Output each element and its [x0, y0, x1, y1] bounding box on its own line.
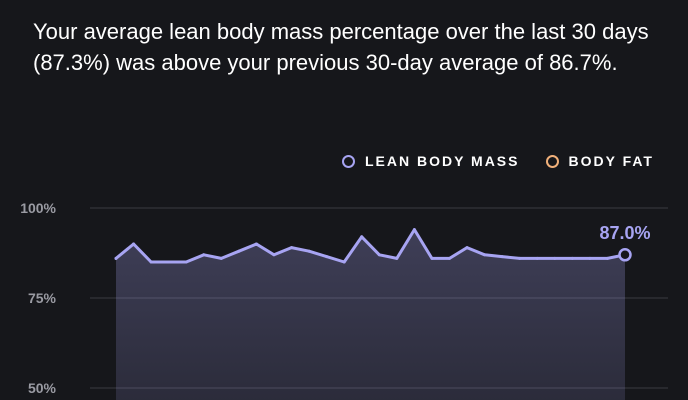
data-point [500, 255, 504, 259]
data-point [605, 256, 609, 260]
data-point [167, 260, 171, 264]
data-point [377, 253, 381, 257]
data-point [535, 256, 539, 260]
data-point [483, 253, 487, 257]
body-fat-dot-icon [545, 154, 559, 168]
last-data-point [618, 248, 632, 262]
data-point [570, 256, 574, 260]
data-point [447, 256, 451, 260]
legend-label-body-fat: BODY FAT [568, 153, 654, 169]
lean-body-mass-dot-icon [341, 154, 355, 168]
data-point [342, 260, 346, 264]
data-point [518, 256, 522, 260]
lean-body-mass-line [114, 228, 627, 264]
y-tick-label-75: 75% [28, 290, 57, 306]
data-point [325, 255, 329, 259]
data-point [395, 256, 399, 260]
data-point [430, 256, 434, 260]
legend-label-lean-body-mass: LEAN BODY MASS [364, 153, 520, 169]
data-point [149, 260, 153, 264]
lean-body-mass-area [116, 229, 625, 400]
last-value-label: 87.0% [599, 223, 650, 243]
data-point [184, 260, 188, 264]
data-point [237, 249, 241, 253]
data-point [254, 242, 258, 246]
data-point [290, 246, 294, 250]
y-tick-label-100: 100% [20, 200, 56, 216]
data-point [588, 256, 592, 260]
data-point [114, 256, 118, 260]
legend-item-lean-body-mass[interactable]: LEAN BODY MASS [341, 153, 520, 169]
data-point [412, 228, 416, 232]
data-point [360, 235, 364, 239]
chart-legend: LEAN BODY MASS BODY FAT [341, 153, 655, 169]
data-point [553, 256, 557, 260]
legend-item-body-fat[interactable]: BODY FAT [545, 153, 655, 169]
data-point [219, 256, 223, 260]
y-tick-label-50: 50% [28, 380, 57, 396]
data-point [307, 249, 311, 253]
summary-text: Your average lean body mass percentage o… [33, 19, 649, 75]
data-point [272, 253, 276, 257]
data-point [465, 246, 469, 250]
data-point [202, 253, 206, 257]
data-point [132, 242, 136, 246]
